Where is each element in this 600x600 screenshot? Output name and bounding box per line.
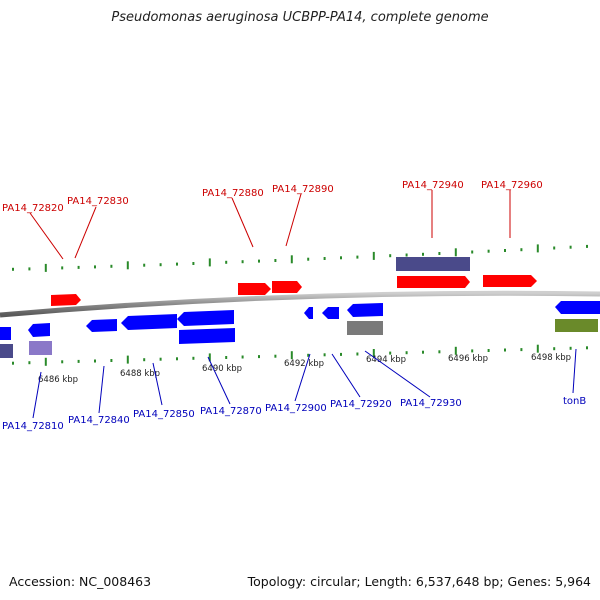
gene-arrow-reverse[interactable] <box>86 319 117 332</box>
scale-label: 6490 kbp <box>202 364 242 374</box>
gene-label-top[interactable]: PA14_72890 <box>272 184 334 195</box>
gene-label-bottom[interactable]: PA14_72920 <box>330 399 392 410</box>
gene-arrow-forward[interactable] <box>51 294 81 306</box>
gene-label-bottom[interactable]: PA14_72840 <box>68 415 130 426</box>
scale-label: 6488 kbp <box>120 369 160 379</box>
gene-label-top[interactable]: PA14_72940 <box>402 180 464 191</box>
reverse-genes <box>0 301 600 344</box>
gene-arrow-reverse[interactable] <box>322 307 339 319</box>
scale-label: 6492 kbp <box>284 359 324 369</box>
gene-label-bottom[interactable]: PA14_72870 <box>200 406 262 417</box>
top-label-leaders <box>29 190 511 260</box>
feature-block[interactable] <box>396 257 470 271</box>
gene-label-bottom[interactable]: PA14_72810 <box>2 421 64 432</box>
gene-arrow-forward[interactable] <box>483 275 537 287</box>
gene-label-top[interactable]: PA14_72880 <box>202 188 264 199</box>
gene-arrow-forward[interactable] <box>272 281 302 293</box>
gene-arrow-forward[interactable] <box>397 276 470 288</box>
gene-arrow-reverse[interactable] <box>177 310 234 326</box>
gene-label-bottom[interactable]: tonB <box>563 396 586 407</box>
gene-arrow-reverse[interactable] <box>121 314 177 330</box>
top-gene-labels: PA14_72820 PA14_72830 PA14_72880 PA14_72… <box>2 180 543 214</box>
scale-label: 6494 kbp <box>366 355 406 365</box>
accession-text: Accession: NC_008463 <box>9 574 152 589</box>
gene-arrow-reverse[interactable] <box>304 307 313 319</box>
gene-label-top[interactable]: PA14_72960 <box>481 180 543 191</box>
gene-arrow-reverse[interactable] <box>28 323 50 337</box>
feature-block[interactable] <box>347 321 383 335</box>
gene-arrow-forward[interactable] <box>238 283 271 295</box>
gene-label-bottom[interactable]: PA14_72930 <box>400 398 462 409</box>
feature-block[interactable] <box>29 341 52 355</box>
tick-row-top <box>12 244 588 272</box>
scale-label: 6498 kbp <box>531 353 571 363</box>
genome-summary-text: Topology: circular; Length: 6,537,648 bp… <box>247 574 591 589</box>
gene-arrow-reverse[interactable] <box>347 303 383 317</box>
feature-block[interactable] <box>555 319 598 332</box>
forward-genes <box>51 275 537 306</box>
genome-title: Pseudomonas aeruginosa UCBPP-PA14, compl… <box>111 10 489 25</box>
scale-label: 6486 kbp <box>38 375 78 385</box>
feature-blocks <box>0 257 598 358</box>
bottom-gene-labels: PA14_72810 PA14_72840 PA14_72850 PA14_72… <box>2 396 586 432</box>
gene-arrow-reverse[interactable] <box>555 301 600 314</box>
gene-label-bottom[interactable]: PA14_72900 <box>265 403 327 414</box>
gene-arrow-reverse[interactable] <box>0 327 11 340</box>
bottom-label-leaders <box>32 348 577 419</box>
feature-block[interactable] <box>0 344 13 358</box>
gene-label-top[interactable]: PA14_72830 <box>67 196 129 207</box>
gene-label-top[interactable]: PA14_72820 <box>2 203 64 214</box>
gene-arrow-reverse[interactable] <box>179 328 235 344</box>
genome-backbone <box>0 290 600 318</box>
scale-label: 6496 kbp <box>448 354 488 364</box>
gene-label-bottom[interactable]: PA14_72850 <box>133 409 195 420</box>
scale-labels: 6486 kbp 6488 kbp 6490 kbp 6492 kbp 6494… <box>38 353 571 385</box>
